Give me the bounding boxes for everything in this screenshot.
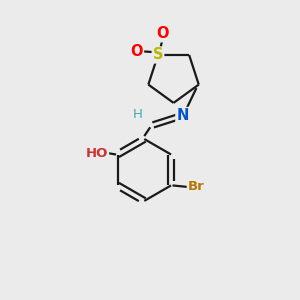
Text: H: H [133,108,143,121]
Text: O: O [156,26,169,41]
Text: N: N [176,108,189,123]
Text: O: O [130,44,143,59]
Text: S: S [153,47,163,62]
Text: Br: Br [188,180,205,194]
Text: HO: HO [86,146,108,160]
